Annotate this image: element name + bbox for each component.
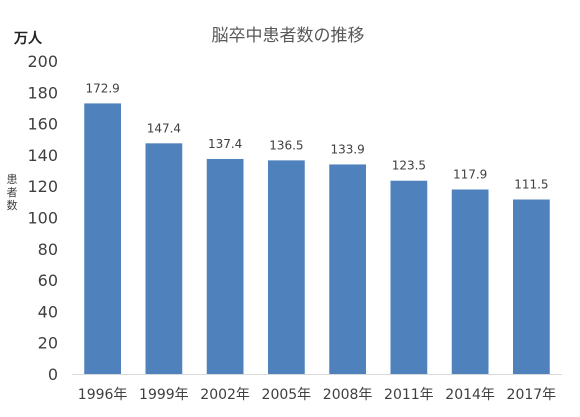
bar (513, 199, 550, 374)
y-tick-label: 80 (38, 240, 58, 259)
y-tick-label: 120 (27, 177, 58, 196)
bars (84, 103, 550, 374)
x-tick-labels: 1996年 1999年 2002年 2005年 2008年 2011年 2014年 2017年 (78, 387, 556, 403)
data-label: 123.5 (392, 159, 426, 173)
x-tick-label: 2008年 (323, 387, 373, 403)
bar (451, 189, 489, 374)
x-tick-label: 2014年 (445, 387, 495, 403)
data-label: 111.5 (514, 178, 548, 192)
x-tick-label: 2017年 (507, 387, 557, 403)
y-tick-label: 140 (27, 146, 58, 165)
y-tick-label: 100 (27, 209, 58, 228)
y-tick-label: 60 (38, 271, 58, 290)
bar (145, 143, 183, 374)
x-tick-label: 1999年 (139, 387, 189, 403)
data-label: 136.5 (269, 138, 303, 152)
y-tick-label: 200 (27, 52, 58, 71)
chart-title: 脳卒中患者数の推移 (212, 26, 365, 46)
x-tick-label: 2011年 (384, 387, 434, 403)
x-tick-label: 2005年 (262, 387, 312, 403)
data-label: 147.4 (147, 121, 181, 135)
bar (84, 103, 121, 374)
data-labels: 172.9 147.4 137.4 136.5 133.9 123.5 117.9 111.5 (85, 81, 548, 191)
data-label: 133.9 (330, 142, 364, 156)
data-label: 117.9 (453, 167, 487, 181)
unit-label: 万人 (13, 30, 43, 47)
data-label: 172.9 (85, 81, 119, 95)
x-tick-label: 2002年 (200, 387, 250, 403)
x-tick-label: 1996年 (78, 387, 128, 403)
bar (206, 158, 244, 374)
y-axis-title: 患者数 (7, 173, 18, 212)
y-tick-label: 20 (38, 334, 58, 353)
y-tick-labels: 0 20 40 60 80 100 120 140 160 180 200 (27, 52, 58, 384)
bar (329, 164, 366, 374)
y-tick-label: 40 (38, 302, 58, 321)
bar (268, 160, 305, 374)
y-tick-label: 0 (48, 365, 58, 384)
data-label: 137.4 (208, 137, 242, 151)
bar (390, 180, 428, 374)
y-tick-label: 160 (27, 115, 58, 134)
y-tick-label: 180 (27, 83, 58, 102)
